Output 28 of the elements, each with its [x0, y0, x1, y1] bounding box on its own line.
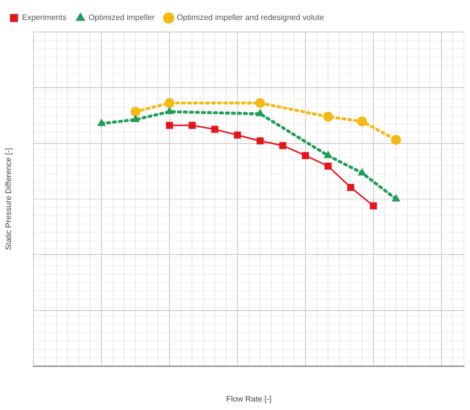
point — [302, 152, 309, 160]
x-axis-title: Flow Rate [-] — [226, 394, 272, 404]
point — [391, 134, 402, 145]
legend-label: Experiments — [22, 13, 66, 22]
y-axis-title: Static Pressure Difference [-] — [4, 148, 14, 250]
point — [131, 114, 140, 122]
point — [188, 122, 196, 129]
point — [164, 98, 175, 108]
point — [370, 202, 377, 210]
point — [347, 184, 354, 191]
point — [166, 122, 174, 129]
legend-label: Optimized impeller — [88, 13, 156, 22]
point — [97, 118, 106, 126]
point — [324, 150, 332, 158]
point — [357, 116, 368, 126]
point — [392, 194, 400, 202]
point — [358, 168, 366, 176]
point — [324, 162, 332, 170]
point — [130, 106, 141, 117]
point — [279, 142, 286, 150]
point — [211, 126, 218, 133]
point — [323, 112, 334, 122]
point — [256, 108, 264, 116]
point — [234, 132, 242, 139]
legend-label: Optimized impeller and redesigned volute — [176, 13, 324, 22]
point — [255, 98, 266, 108]
point — [165, 106, 174, 114]
point — [256, 137, 264, 144]
